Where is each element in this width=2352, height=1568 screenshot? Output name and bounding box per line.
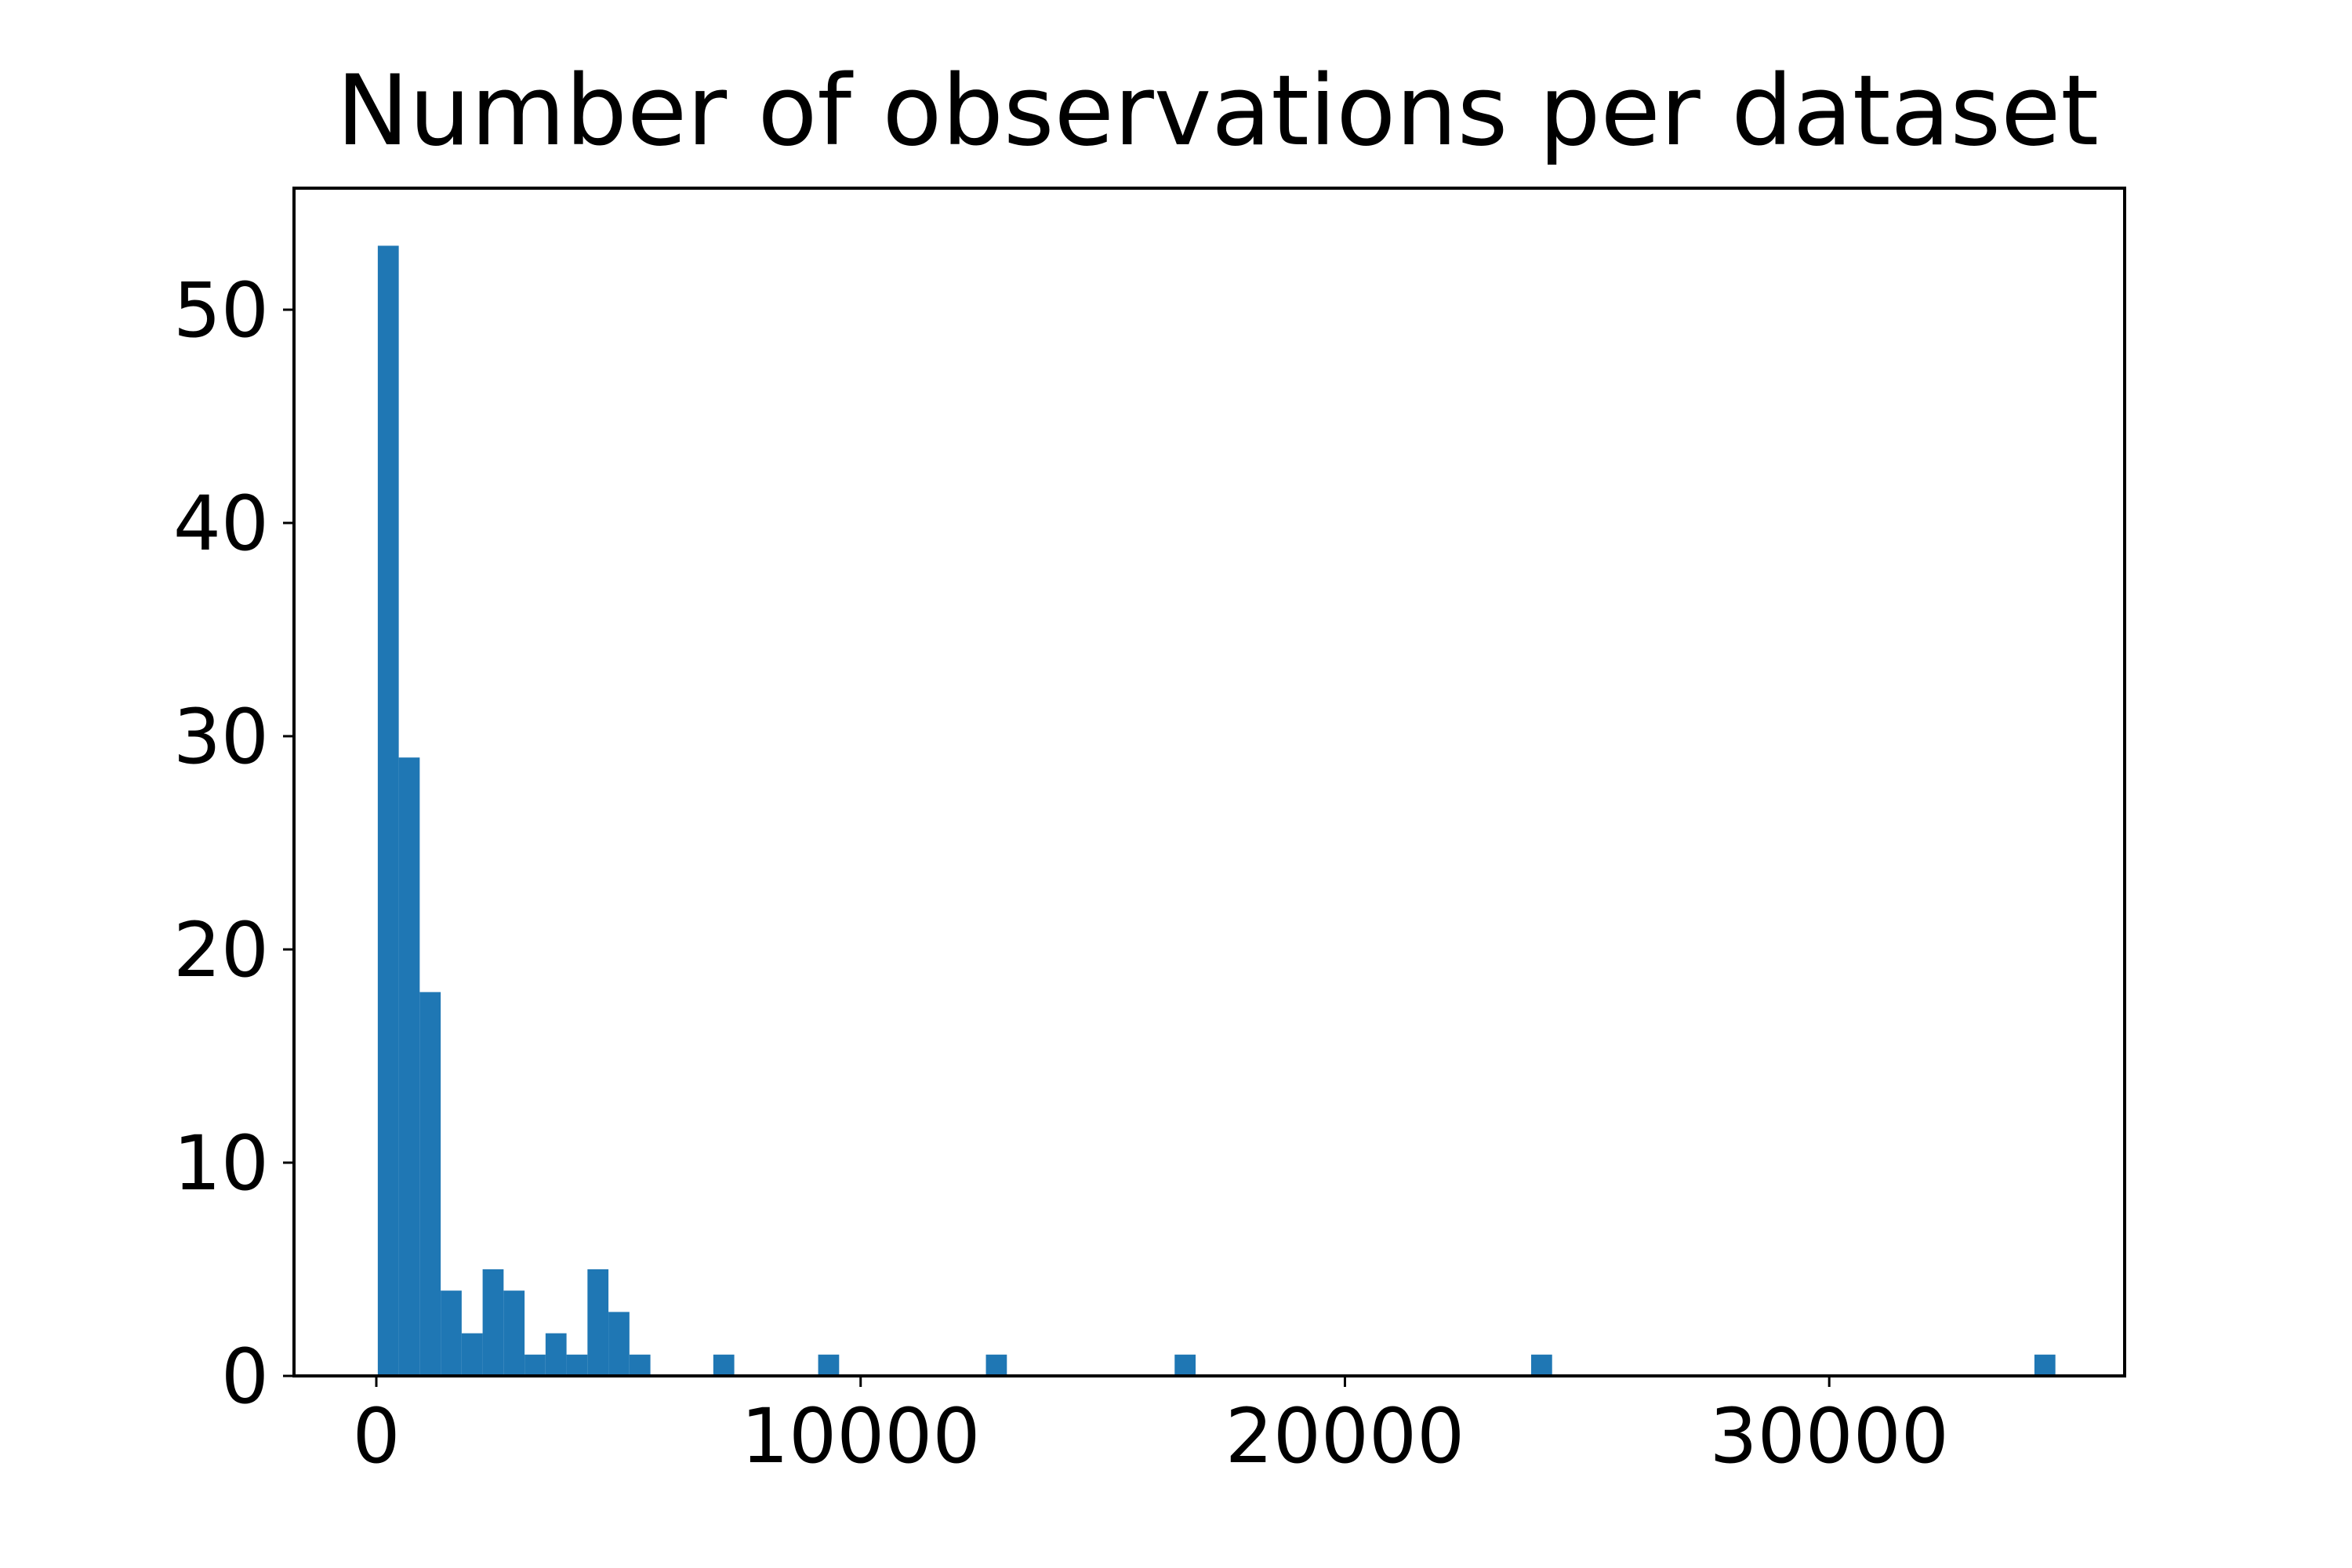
histogram-bar	[713, 1354, 735, 1376]
x-axis: 0 10000 20000 30000	[352, 1376, 1949, 1480]
histogram-bar	[608, 1312, 630, 1376]
histogram-bar	[482, 1269, 504, 1376]
y-tick-label: 50	[173, 267, 269, 354]
y-tick-label: 10	[173, 1120, 269, 1207]
histogram-bar	[587, 1269, 609, 1376]
histogram-bar	[524, 1354, 546, 1376]
x-tick-label: 10000	[741, 1392, 980, 1480]
histogram-bar	[985, 1354, 1007, 1376]
y-tick-label: 0	[221, 1333, 269, 1421]
histogram-bar	[398, 757, 420, 1376]
histogram-bar	[461, 1333, 483, 1376]
y-axis: 0 10 20 30 40 50	[173, 267, 294, 1421]
histogram-bar	[566, 1354, 588, 1376]
chart-title: Number of observations per dataset	[336, 55, 2099, 168]
histogram-bar	[629, 1354, 651, 1376]
histogram-bar	[1174, 1354, 1196, 1376]
plot-area-frame	[292, 187, 2126, 1377]
y-tick-label: 30	[173, 693, 269, 781]
y-tick-label: 40	[173, 480, 269, 568]
histogram-bar	[818, 1354, 840, 1376]
histogram-bar	[1530, 1354, 1552, 1376]
histogram-bar	[545, 1333, 567, 1376]
histogram-bar	[419, 992, 441, 1376]
histogram-bars	[377, 245, 2056, 1377]
x-tick-label: 20000	[1225, 1392, 1465, 1480]
x-tick-label: 30000	[1709, 1392, 1948, 1480]
histogram-bar	[441, 1290, 462, 1376]
histogram-bar	[503, 1290, 525, 1376]
x-tick-label: 0	[352, 1392, 400, 1480]
histogram-bar	[2034, 1354, 2056, 1376]
histogram-bar	[377, 245, 399, 1377]
y-tick-label: 20	[173, 906, 269, 994]
